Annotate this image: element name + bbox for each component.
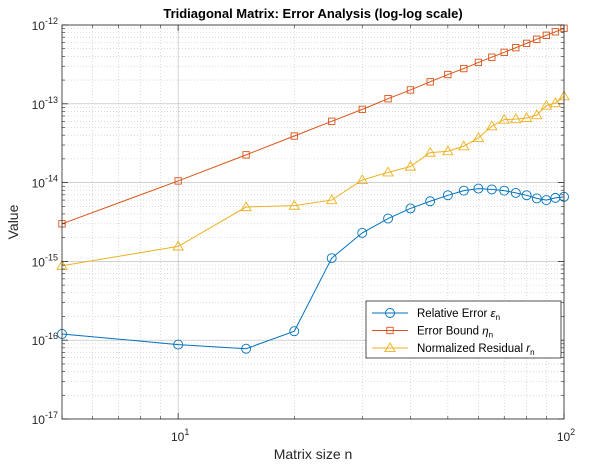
data-point (512, 44, 520, 52)
data-point (326, 253, 337, 264)
data-point (242, 151, 250, 159)
series-1 (57, 183, 569, 354)
data-point (486, 184, 497, 195)
data-point (290, 132, 298, 140)
data-point (458, 140, 470, 151)
y-tick-label: 10-16 (32, 331, 58, 348)
data-point (444, 70, 452, 79)
y-tick-label: 10-14 (32, 174, 58, 191)
x-tick-label: 101 (171, 427, 189, 444)
data-point (174, 177, 182, 185)
legend-marker (384, 342, 396, 353)
data-point (486, 120, 498, 131)
data-point (473, 183, 484, 194)
data-point (426, 78, 434, 86)
legend-marker (385, 308, 395, 318)
tick-labels: 10-17 10-16 10-15 10-14 10-13 10-12 101 102 (32, 16, 576, 444)
data-point (540, 99, 553, 110)
chart-title: Tridiagonal Matrix: Error Analysis (log-… (163, 6, 462, 21)
data-point (404, 160, 417, 171)
data-point (472, 131, 485, 142)
data-point (241, 343, 252, 354)
data-point (531, 193, 542, 204)
series-layer (56, 24, 570, 354)
data-point (530, 109, 543, 120)
data-point (542, 31, 550, 39)
data-point (541, 195, 552, 206)
data-point (173, 339, 184, 350)
y-tick-label: 10-15 (32, 252, 58, 269)
x-axis-label: Matrix size n (274, 446, 353, 462)
series-line (61, 188, 565, 350)
data-point (328, 117, 336, 125)
plot-frame (61, 24, 565, 420)
y-axis-label: Value (5, 204, 21, 239)
data-point (500, 48, 508, 56)
data-point (499, 185, 510, 196)
data-point (498, 113, 511, 124)
y-tick-label: 10-17 (32, 410, 58, 427)
data-point (510, 113, 522, 124)
data-point (384, 95, 392, 103)
data-point (358, 105, 366, 114)
plot-area (62, 25, 564, 419)
legend-entry: Normalized Residual rn (372, 342, 535, 357)
data-point (406, 86, 415, 94)
data-point (172, 240, 184, 251)
legend-label: Normalized Residual rn (417, 343, 535, 357)
data-point (383, 213, 394, 224)
data-point (521, 190, 532, 201)
data-point (474, 58, 483, 67)
series-line (61, 95, 565, 267)
series-line (61, 27, 565, 225)
legend-marker (386, 326, 394, 335)
data-point (289, 326, 300, 337)
data-point (356, 174, 369, 185)
data-point (520, 112, 533, 123)
data-point (442, 190, 453, 201)
data-point (510, 187, 521, 198)
data-point (458, 185, 469, 196)
data-point (425, 196, 436, 207)
data-point (442, 145, 454, 156)
data-point (533, 35, 541, 43)
ticks (61, 24, 565, 420)
y-tick-label: 10-13 (32, 95, 58, 112)
data-point (325, 194, 338, 205)
data-point (288, 199, 301, 210)
data-point (424, 146, 436, 157)
data-point (522, 39, 531, 47)
data-point (488, 53, 496, 61)
data-point (357, 227, 368, 238)
legend: Relative Error εn Error Bound ηn Normalize… (365, 300, 562, 359)
legend-label: Error Bound ηn (417, 326, 493, 340)
data-point (549, 97, 562, 108)
y-tick-label: 10-12 (32, 16, 58, 33)
data-point (405, 203, 416, 214)
data-point (240, 201, 252, 212)
legend-entry: Error Bound ηn (372, 326, 493, 340)
x-tick-label: 102 (557, 427, 575, 444)
data-point (382, 166, 394, 177)
data-point (460, 64, 468, 73)
legend-entry: Relative Error εn (372, 308, 500, 322)
data-point (551, 28, 560, 36)
legend-label: Relative Error εn (417, 308, 500, 322)
